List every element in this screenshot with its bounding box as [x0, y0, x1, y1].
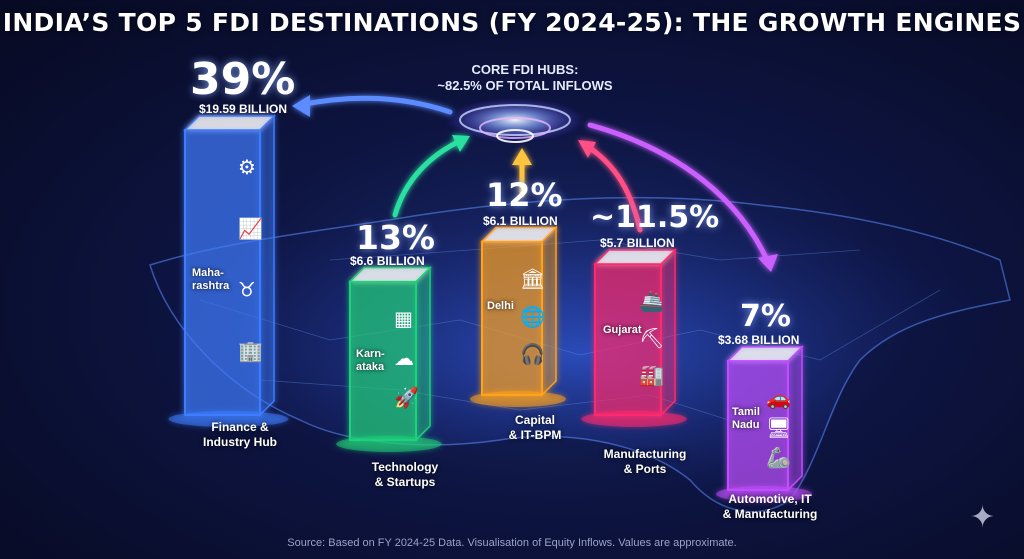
globe-icon: 🌐 — [520, 304, 545, 328]
bar-karnataka — [336, 265, 442, 452]
amount-label-maharashtra: $19.59 BILLION — [199, 102, 288, 116]
description-karnataka: Technology & Startups — [371, 460, 439, 489]
flow-arrows — [292, 95, 778, 272]
rocket-icon: 🚀 — [394, 386, 419, 410]
amount-label-tamil-nadu: $3.68 BILLION — [718, 332, 800, 347]
monitor-icon: 🖥 — [766, 416, 791, 440]
robot-arm-icon: 🦾 — [766, 445, 791, 469]
car-icon: 🚗 — [766, 386, 791, 410]
bar-base-glow-delhi — [470, 391, 566, 407]
bar-side-karnataka — [415, 265, 431, 442]
bar-top-delhi — [480, 226, 558, 243]
cloud-upload-icon: ☁ — [394, 346, 414, 370]
core-hub-label-line2: ~82.5% OF TOTAL INFLOWS — [437, 78, 613, 93]
description-gujarat: Manufacturing & Ports — [603, 447, 687, 476]
core-hub-vortex — [445, 98, 585, 143]
description-delhi: Capital & IT-BPM — [508, 413, 562, 442]
parliament-icon: 🏛 — [520, 267, 545, 291]
bar-side-maharashtra — [259, 114, 275, 417]
state-label-delhi: Delhi — [487, 299, 514, 312]
bar-base-glow-maharashtra — [168, 411, 289, 427]
bars-layer: ⚙ 📈 ♉ 🏢 ▦ ☁ 🚀 🏛 🌐 🎧 🚢 ⛏ 🏭 🚗 🖥 🦾 — [168, 114, 812, 502]
bar-top-maharashtra — [183, 115, 276, 131]
crane-icon: ⛏ — [639, 326, 664, 350]
growth-chart-icon: 📈 — [238, 216, 263, 240]
arrow-to-tamil-nadu — [587, 122, 771, 265]
bar-tamil-nadu — [716, 345, 812, 502]
bar-top-karnataka — [348, 266, 432, 283]
bar-top-gujarat — [593, 249, 677, 265]
description-tamil-nadu: Automotive, IT & Manufacturing — [722, 492, 818, 521]
amount-label-karnataka: $6.6 BILLION — [350, 253, 425, 268]
arrow-from-karnataka — [392, 137, 465, 218]
bar-base-glow-gujarat — [581, 411, 687, 427]
description-maharashtra: Finance & Industry Hub — [203, 420, 277, 449]
cargo-ship-icon: 🚢 — [639, 289, 664, 313]
bar-base-glow-tamil-nadu — [716, 486, 812, 502]
bull-icon: ♉ — [238, 278, 256, 302]
state-label-tamil-nadu: Tamil Nadu — [732, 406, 760, 432]
arrow-to-maharashtra — [297, 95, 453, 115]
headset-icon: 🎧 — [520, 342, 545, 366]
bar-delhi — [470, 225, 566, 407]
pct-label-tamil-nadu: 7% — [740, 298, 791, 334]
amount-label-gujarat: $5.7 BILLION — [600, 235, 675, 250]
microchip-icon: ▦ — [394, 307, 413, 331]
factory-icon: 🏭 — [639, 363, 664, 387]
source-note: Source: Based on FY 2024-25 Data. Visual… — [287, 537, 737, 549]
pct-label-delhi: 12% — [486, 175, 563, 214]
state-label-maharashtra: Maha- rashtra — [192, 266, 230, 292]
bar-top-tamil-nadu — [726, 346, 804, 362]
bar-maharashtra — [168, 114, 289, 427]
core-hub-label-line1: CORE FDI HUBS: — [471, 62, 579, 77]
office-building-icon: 🏢 — [238, 339, 263, 363]
pct-label-maharashtra: 39% — [190, 54, 296, 105]
amount-label-delhi: $6.1 BILLION — [483, 213, 558, 228]
arrow-from-gujarat — [582, 142, 643, 233]
gears-icon: ⚙ — [238, 155, 256, 179]
state-label-gujarat: Gujarat — [603, 324, 642, 337]
state-label-karnataka: Karn- ataka — [356, 348, 385, 374]
pct-label-karnataka: 13% — [356, 217, 435, 257]
bar-gujarat — [581, 248, 687, 427]
core-hub-label: CORE FDI HUBS: ~82.5% OF TOTAL INFLOWS — [400, 62, 650, 94]
page-title: INDIA’S TOP 5 FDI DESTINATIONS (FY 2024-… — [2, 8, 1022, 37]
bar-front-maharashtra — [184, 129, 261, 416]
pct-label-gujarat: ~11.5% — [590, 199, 720, 235]
bar-base-glow-karnataka — [336, 436, 442, 452]
sparkle-icon: ✦ — [970, 501, 996, 534]
